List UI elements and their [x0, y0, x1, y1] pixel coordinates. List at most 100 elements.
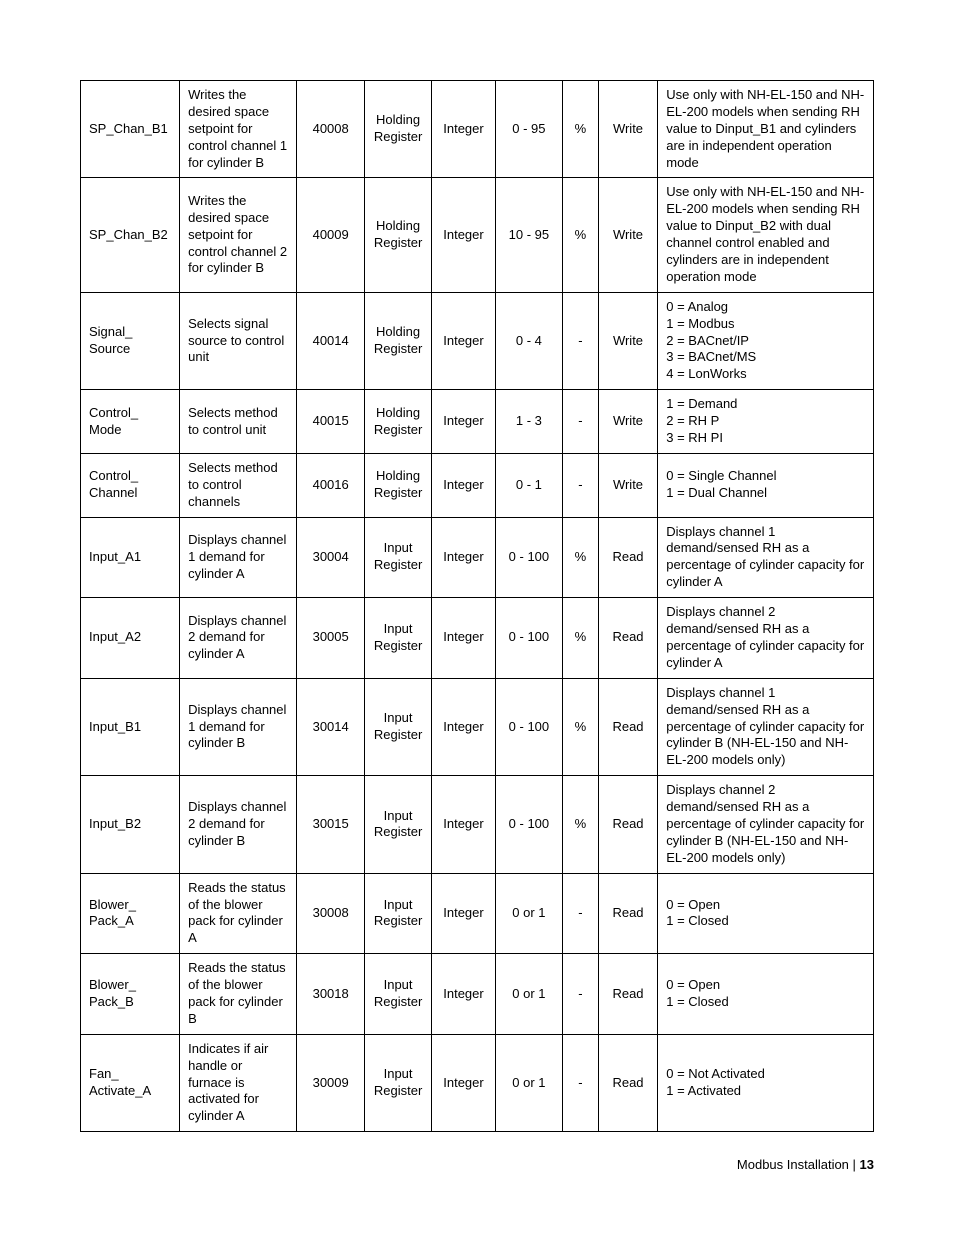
- cell-reg: Input Register: [364, 517, 431, 598]
- cell-notes: Use only with NH-EL-150 and NH-EL-200 mo…: [658, 178, 874, 292]
- cell-notes: 0 = Open1 = Closed: [658, 873, 874, 954]
- footer-text: Modbus Installation |: [737, 1157, 860, 1172]
- cell-addr: 40008: [297, 81, 364, 178]
- cell-type: Integer: [432, 954, 495, 1035]
- cell-desc: Writes the desired space setpoint for co…: [180, 178, 297, 292]
- table-row: SP_Chan_B2Writes the desired space setpo…: [81, 178, 874, 292]
- cell-name: Control_ Mode: [81, 390, 180, 454]
- cell-desc: Selects method to control channels: [180, 453, 297, 517]
- cell-access: Read: [598, 1034, 657, 1131]
- cell-reg: Holding Register: [364, 178, 431, 292]
- footer-page-number: 13: [860, 1157, 874, 1172]
- cell-notes: Use only with NH-EL-150 and NH-EL-200 mo…: [658, 81, 874, 178]
- cell-notes: Displays channel 1 demand/sensed RH as a…: [658, 678, 874, 775]
- cell-unit: -: [563, 292, 599, 389]
- page-footer: Modbus Installation | 13: [80, 1157, 874, 1172]
- cell-type: Integer: [432, 453, 495, 517]
- cell-name: Input_B2: [81, 776, 180, 873]
- table-row: Input_A1Displays channel 1 demand for cy…: [81, 517, 874, 598]
- cell-desc: Selects signal source to control unit: [180, 292, 297, 389]
- cell-reg: Input Register: [364, 873, 431, 954]
- cell-name: Signal_ Source: [81, 292, 180, 389]
- document-page: SP_Chan_B1Writes the desired space setpo…: [0, 0, 954, 1212]
- cell-reg: Holding Register: [364, 390, 431, 454]
- table-row: Input_A2Displays channel 2 demand for cy…: [81, 598, 874, 679]
- cell-addr: 30008: [297, 873, 364, 954]
- cell-addr: 40016: [297, 453, 364, 517]
- cell-addr: 30009: [297, 1034, 364, 1131]
- cell-reg: Input Register: [364, 678, 431, 775]
- cell-unit: %: [563, 81, 599, 178]
- cell-desc: Displays channel 2 demand for cylinder B: [180, 776, 297, 873]
- cell-addr: 30004: [297, 517, 364, 598]
- cell-access: Write: [598, 178, 657, 292]
- cell-addr: 30018: [297, 954, 364, 1035]
- cell-unit: -: [563, 954, 599, 1035]
- cell-type: Integer: [432, 178, 495, 292]
- cell-unit: %: [563, 178, 599, 292]
- table-row: Input_B2Displays channel 2 demand for cy…: [81, 776, 874, 873]
- cell-type: Integer: [432, 873, 495, 954]
- cell-access: Read: [598, 678, 657, 775]
- cell-range: 0 - 100: [495, 598, 562, 679]
- cell-access: Read: [598, 776, 657, 873]
- cell-notes: 1 = Demand2 = RH P3 = RH PI: [658, 390, 874, 454]
- table-row: Fan_ Activate_AIndicates if air handle o…: [81, 1034, 874, 1131]
- cell-range: 0 or 1: [495, 1034, 562, 1131]
- cell-type: Integer: [432, 1034, 495, 1131]
- cell-range: 0 - 1: [495, 453, 562, 517]
- cell-name: Control_ Channel: [81, 453, 180, 517]
- cell-reg: Input Register: [364, 954, 431, 1035]
- register-table: SP_Chan_B1Writes the desired space setpo…: [80, 80, 874, 1132]
- cell-desc: Reads the status of the blower pack for …: [180, 873, 297, 954]
- cell-range: 0 - 100: [495, 678, 562, 775]
- cell-reg: Input Register: [364, 598, 431, 679]
- table-row: SP_Chan_B1Writes the desired space setpo…: [81, 81, 874, 178]
- cell-reg: Holding Register: [364, 81, 431, 178]
- cell-access: Read: [598, 598, 657, 679]
- cell-name: SP_Chan_B1: [81, 81, 180, 178]
- cell-unit: %: [563, 517, 599, 598]
- cell-reg: Holding Register: [364, 292, 431, 389]
- cell-desc: Writes the desired space setpoint for co…: [180, 81, 297, 178]
- cell-unit: -: [563, 453, 599, 517]
- cell-name: Input_A1: [81, 517, 180, 598]
- cell-addr: 40009: [297, 178, 364, 292]
- cell-access: Write: [598, 390, 657, 454]
- cell-reg: Holding Register: [364, 453, 431, 517]
- cell-desc: Indicates if air handle or furnace is ac…: [180, 1034, 297, 1131]
- cell-notes: Displays channel 1 demand/sensed RH as a…: [658, 517, 874, 598]
- cell-range: 0 - 100: [495, 517, 562, 598]
- cell-type: Integer: [432, 292, 495, 389]
- cell-unit: %: [563, 776, 599, 873]
- table-row: Control_ ModeSelects method to control u…: [81, 390, 874, 454]
- table-row: Input_B1Displays channel 1 demand for cy…: [81, 678, 874, 775]
- cell-name: Input_B1: [81, 678, 180, 775]
- cell-name: SP_Chan_B2: [81, 178, 180, 292]
- cell-name: Fan_ Activate_A: [81, 1034, 180, 1131]
- cell-range: 0 - 100: [495, 776, 562, 873]
- cell-unit: %: [563, 598, 599, 679]
- table-row: Control_ ChannelSelects method to contro…: [81, 453, 874, 517]
- cell-notes: 0 = Analog1 = Modbus2 = BACnet/IP3 = BAC…: [658, 292, 874, 389]
- cell-addr: 40014: [297, 292, 364, 389]
- cell-type: Integer: [432, 598, 495, 679]
- cell-type: Integer: [432, 776, 495, 873]
- cell-reg: Input Register: [364, 1034, 431, 1131]
- cell-range: 0 or 1: [495, 873, 562, 954]
- table-row: Blower_ Pack_BReads the status of the bl…: [81, 954, 874, 1035]
- cell-addr: 40015: [297, 390, 364, 454]
- cell-notes: Displays channel 2 demand/sensed RH as a…: [658, 598, 874, 679]
- cell-addr: 30005: [297, 598, 364, 679]
- cell-access: Write: [598, 292, 657, 389]
- cell-range: 0 - 95: [495, 81, 562, 178]
- cell-unit: -: [563, 873, 599, 954]
- cell-unit: -: [563, 390, 599, 454]
- cell-desc: Displays channel 2 demand for cylinder A: [180, 598, 297, 679]
- cell-type: Integer: [432, 390, 495, 454]
- cell-notes: 0 = Single Channel1 = Dual Channel: [658, 453, 874, 517]
- cell-access: Read: [598, 517, 657, 598]
- cell-reg: Input Register: [364, 776, 431, 873]
- cell-name: Blower_ Pack_B: [81, 954, 180, 1035]
- cell-desc: Reads the status of the blower pack for …: [180, 954, 297, 1035]
